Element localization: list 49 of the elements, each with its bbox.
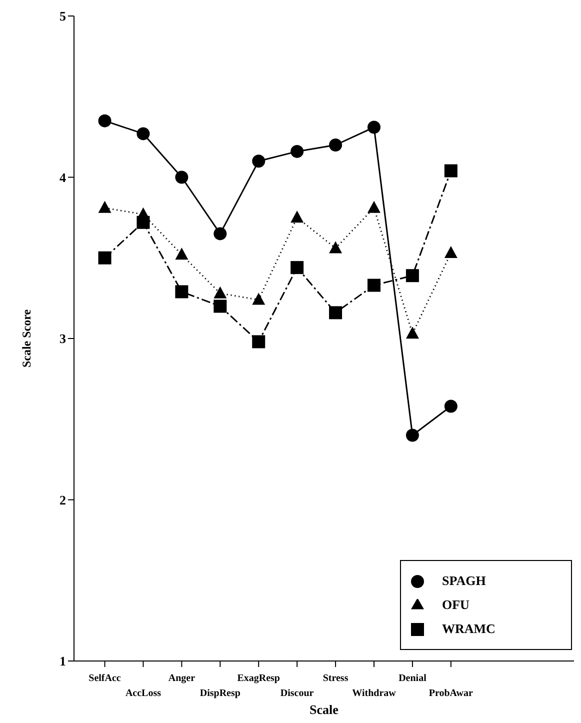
x-tick-label: Stress — [322, 673, 348, 684]
point — [329, 241, 342, 254]
point — [252, 154, 266, 168]
point — [136, 127, 150, 140]
point — [329, 138, 342, 152]
y-axis-title: Scale Score — [19, 308, 34, 368]
point — [214, 300, 227, 313]
x-tick-label: DispResp — [200, 688, 241, 699]
point — [406, 326, 419, 339]
point — [444, 246, 458, 258]
y-tick-label: 3 — [60, 331, 66, 346]
point — [175, 248, 188, 260]
point — [136, 216, 150, 229]
y-tick-label: 5 — [60, 8, 66, 24]
x-tick-label: SelfAcc — [88, 673, 122, 684]
x-tick-label: Discour — [280, 688, 314, 699]
x-tick-label: ProbAwar — [428, 688, 474, 699]
point — [406, 428, 419, 442]
point — [175, 285, 188, 298]
point — [98, 200, 112, 213]
y-tick-label: 4 — [60, 170, 66, 185]
point — [329, 306, 342, 320]
legend-label: SPAGH — [442, 573, 486, 588]
point — [98, 251, 112, 264]
point — [252, 335, 266, 348]
point — [368, 278, 380, 292]
x-tick-label: ExagResp — [237, 673, 280, 684]
x-tick-label: AccLoss — [125, 688, 162, 699]
point — [368, 120, 380, 134]
legend-label: WRAMC — [442, 621, 496, 636]
point — [175, 170, 188, 184]
point — [406, 269, 419, 282]
x-tick-label: Withdraw — [352, 688, 397, 699]
legend-label: OFU — [442, 597, 470, 612]
point — [290, 144, 304, 158]
x-tick-label: Denial — [398, 673, 427, 684]
x-tick-label: Anger — [168, 673, 196, 684]
point — [290, 210, 304, 223]
point — [368, 200, 380, 213]
point — [444, 164, 458, 178]
point — [290, 261, 304, 274]
y-tick-label: 2 — [60, 492, 66, 508]
point — [252, 292, 266, 305]
point — [444, 400, 458, 413]
point — [214, 227, 227, 240]
x-axis-title: Scale — [310, 702, 339, 717]
point — [98, 114, 112, 128]
point — [214, 286, 227, 298]
y-tick-label: 1 — [60, 654, 66, 669]
